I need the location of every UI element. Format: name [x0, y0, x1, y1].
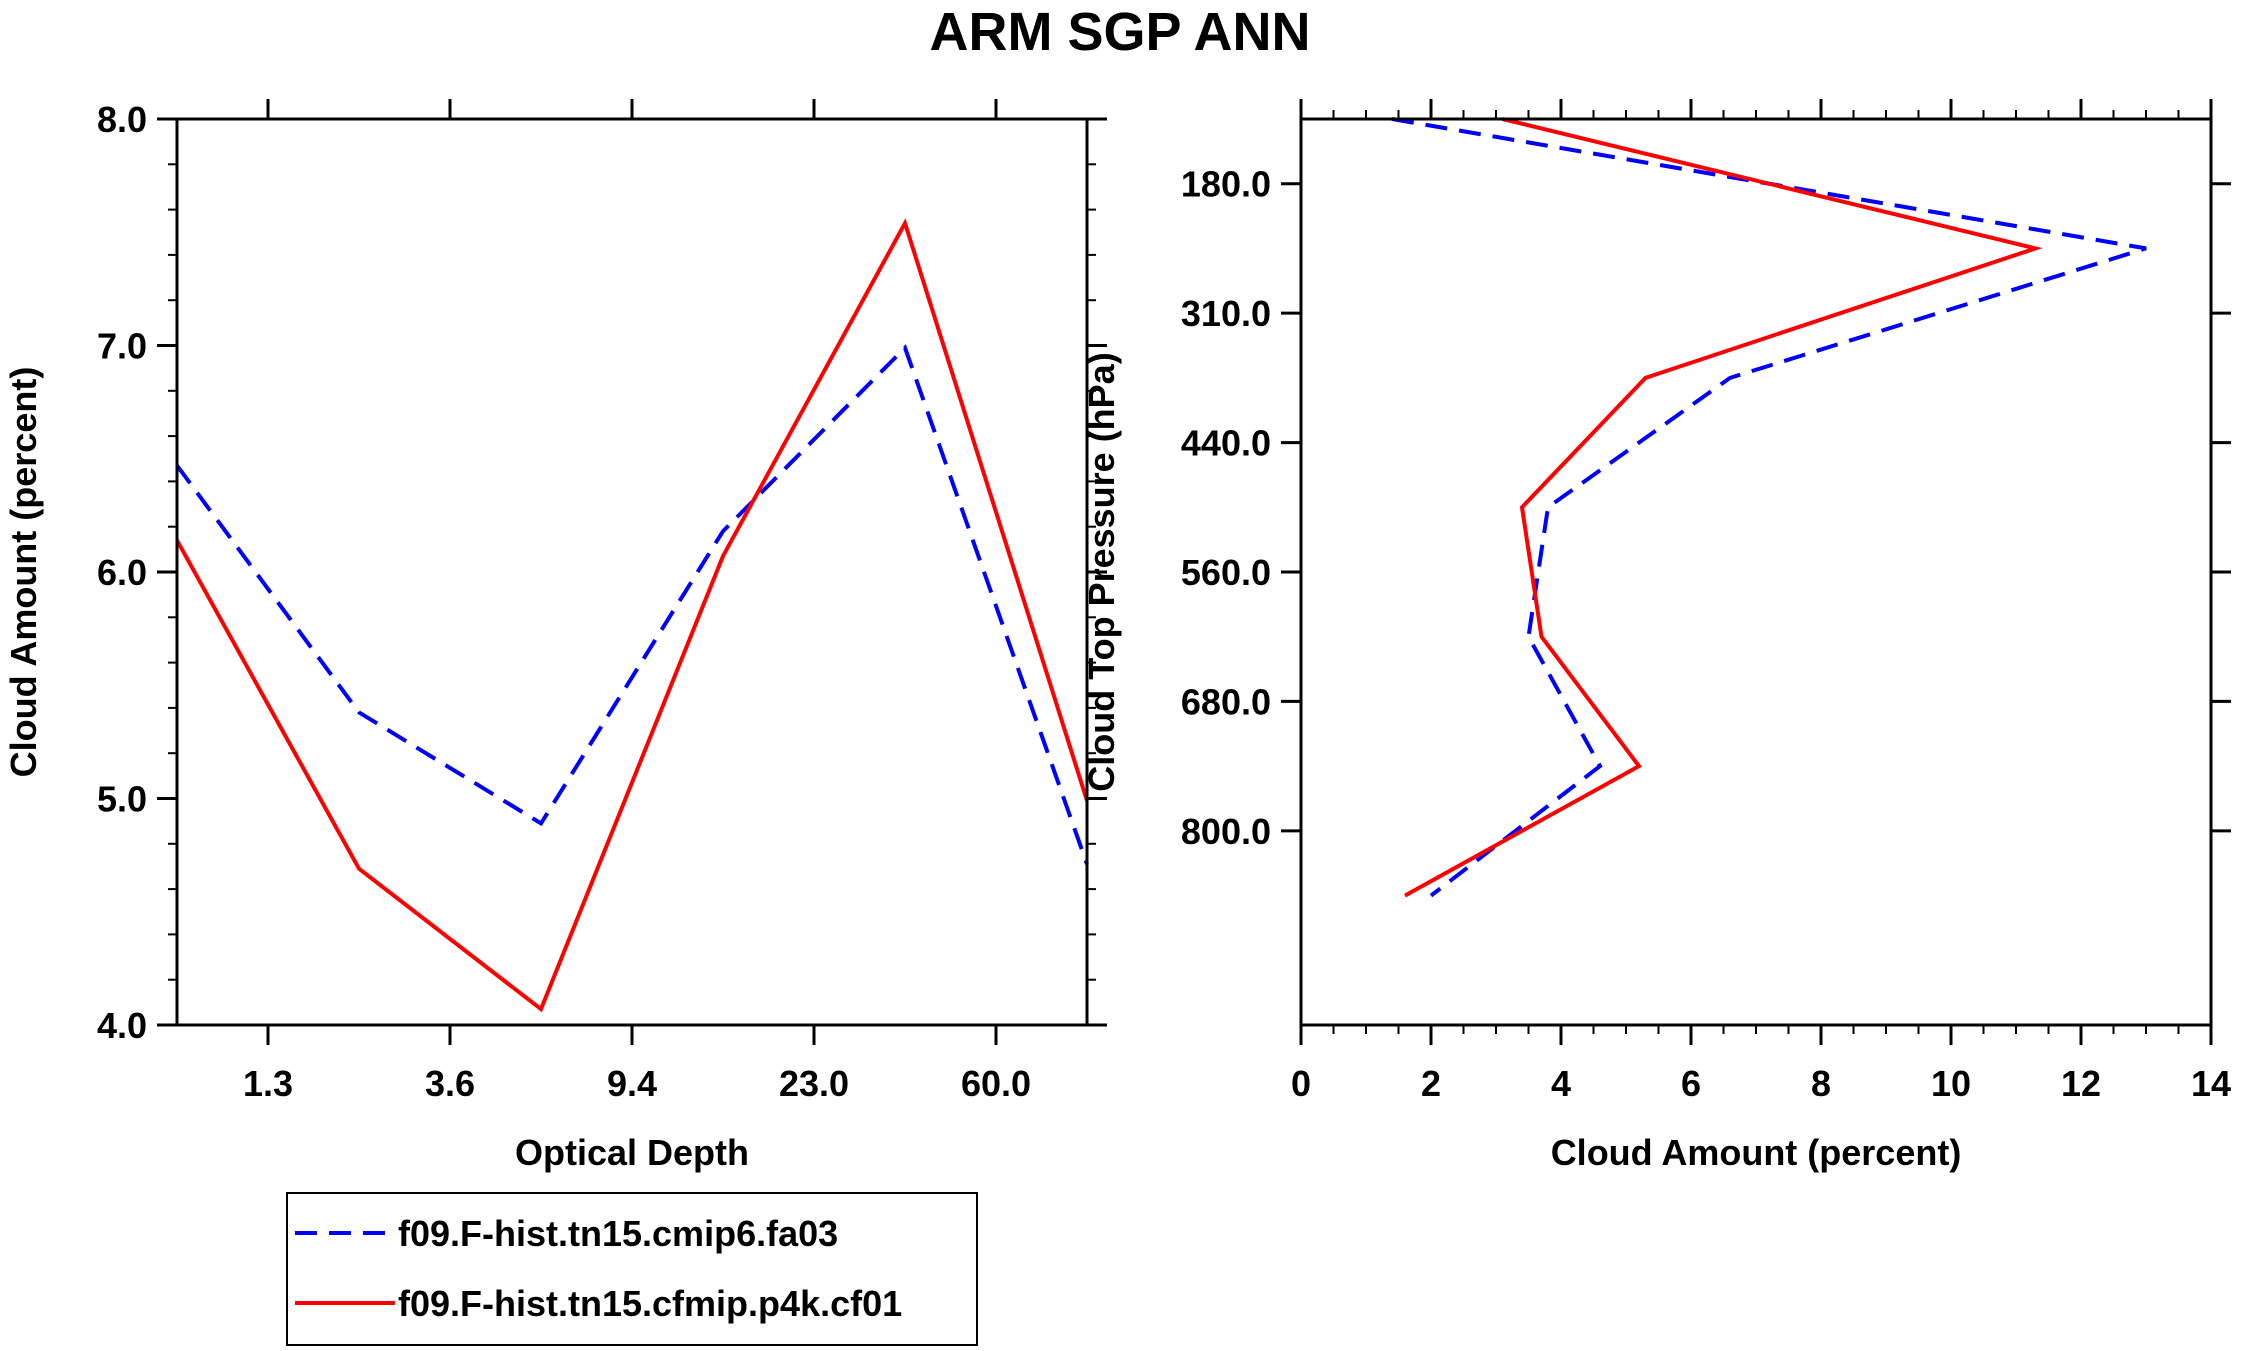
x-tick-label: 12 — [2061, 1063, 2101, 1104]
y-tick-label: 5.0 — [97, 779, 147, 820]
y-tick-label: 800.0 — [1181, 811, 1271, 852]
right-axis-ticks — [1281, 99, 2231, 1045]
right-chart-panel: 0 2 4 6 8 10 12 14 180.0 310.0 440.0 560.0 680.0 800.… — [1081, 99, 2231, 1173]
x-tick-label: 23.0 — [779, 1063, 849, 1104]
legend-box — [286, 1192, 978, 1346]
x-tick-label: 4 — [1551, 1063, 1571, 1104]
x-tick-label: 2 — [1421, 1063, 1441, 1104]
x-tick-label: 1.3 — [243, 1063, 293, 1104]
x-tick-label: 60.0 — [961, 1063, 1031, 1104]
chart-title: ARM SGP ANN — [929, 2, 1310, 62]
y-tick-label: 560.0 — [1181, 552, 1271, 593]
x-tick-label: 0 — [1291, 1063, 1311, 1104]
left-chart-panel: 4.0 5.0 6.0 7.0 8.0 1.3 3.6 9.4 23.0 60.0 Optical… — [3, 99, 1107, 1173]
series-line-cmip6 — [175, 344, 1089, 865]
left-x-axis-label: Optical Depth — [515, 1132, 749, 1173]
y-tick-label: 310.0 — [1181, 293, 1271, 334]
y-tick-label: 680.0 — [1181, 681, 1271, 722]
y-tick-label: 7.0 — [97, 326, 147, 367]
x-tick-label: 14 — [2191, 1063, 2231, 1104]
right-y-axis-label: Cloud Top Pressure (hPa) — [1081, 352, 1122, 791]
series-line-p4k — [1404, 117, 2043, 898]
y-tick-label: 180.0 — [1181, 164, 1271, 205]
legend: f09.F-hist.tn15.cmip6.fa03 f09.F-hist.tn… — [286, 1192, 978, 1346]
x-tick-label: 6 — [1681, 1063, 1701, 1104]
series-line-cmip6 — [1391, 117, 2147, 898]
left-plot-frame — [175, 117, 1089, 1027]
right-series-lines — [1391, 117, 2147, 898]
right-plot-frame — [1299, 117, 2213, 1027]
left-series-lines — [175, 218, 1089, 1013]
left-y-axis-label: Cloud Amount (percent) — [3, 367, 44, 778]
right-x-axis-label: Cloud Amount (percent) — [1551, 1132, 1962, 1173]
legend-label-p4k: f09.F-hist.tn15.cfmip.p4k.cf01 — [398, 1283, 902, 1324]
y-tick-label: 4.0 — [97, 1005, 147, 1046]
left-tick-labels: 4.0 5.0 6.0 7.0 8.0 1.3 3.6 9.4 23.0 60.0 — [97, 99, 1031, 1104]
x-tick-label: 3.6 — [425, 1063, 475, 1104]
x-tick-label: 8 — [1811, 1063, 1831, 1104]
y-tick-label: 8.0 — [97, 99, 147, 140]
x-tick-label: 10 — [1931, 1063, 1971, 1104]
right-tick-labels: 0 2 4 6 8 10 12 14 180.0 310.0 440.0 560.0 680.0 800.… — [1181, 164, 2231, 1104]
y-tick-label: 440.0 — [1181, 423, 1271, 464]
y-tick-label: 6.0 — [97, 552, 147, 593]
left-axis-ticks — [157, 99, 1107, 1045]
legend-label-cmip6: f09.F-hist.tn15.cmip6.fa03 — [398, 1213, 838, 1254]
series-line-p4k — [175, 218, 1089, 1013]
x-tick-label: 9.4 — [607, 1063, 657, 1104]
